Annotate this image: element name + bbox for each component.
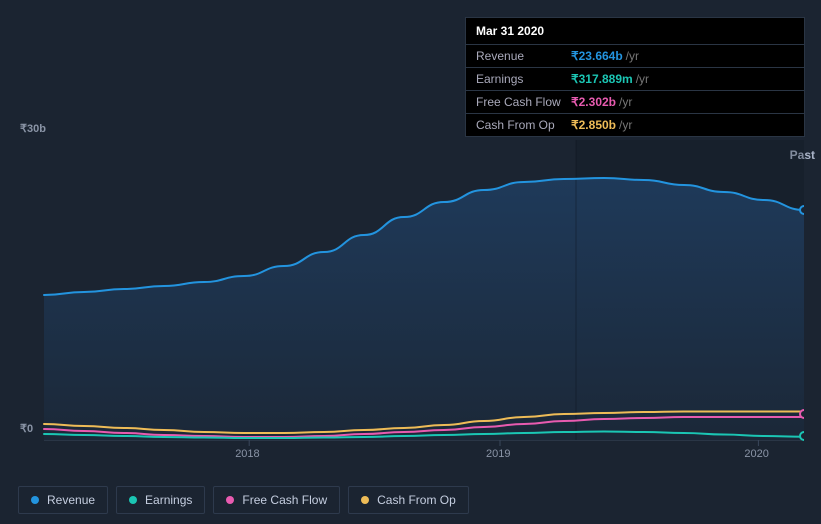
legend-dot-icon — [361, 496, 369, 504]
legend-item[interactable]: Free Cash Flow — [213, 486, 340, 514]
x-axis-tick: 2019 — [486, 448, 510, 460]
tooltip-metric-label: Earnings — [476, 72, 571, 86]
tooltip-metric-value: ₹23.664b — [571, 49, 623, 63]
legend-label: Free Cash Flow — [242, 493, 327, 507]
legend-label: Earnings — [145, 493, 192, 507]
tooltip-row: Revenue₹23.664b/yr — [466, 45, 804, 68]
tooltip-metric-value: ₹317.889m — [571, 72, 633, 86]
chart-svg — [18, 120, 804, 460]
tooltip-metric-suffix: /yr — [626, 49, 639, 63]
legend-dot-icon — [226, 496, 234, 504]
legend-dot-icon — [129, 496, 137, 504]
tooltip-metric-value: ₹2.302b — [571, 95, 616, 109]
legend-item[interactable]: Earnings — [116, 486, 205, 514]
financials-chart — [18, 120, 804, 500]
legend-label: Revenue — [47, 493, 95, 507]
tooltip-metric-label: Revenue — [476, 49, 571, 63]
x-axis-tick: 2020 — [744, 448, 768, 460]
legend-dot-icon — [31, 496, 39, 504]
legend-label: Cash From Op — [377, 493, 456, 507]
tooltip-date: Mar 31 2020 — [466, 18, 804, 45]
legend-item[interactable]: Revenue — [18, 486, 108, 514]
chart-tooltip: Mar 31 2020 Revenue₹23.664b/yrEarnings₹3… — [465, 17, 805, 137]
x-axis-tick: 2018 — [235, 448, 259, 460]
legend-item[interactable]: Cash From Op — [348, 486, 469, 514]
chart-legend: Revenue Earnings Free Cash Flow Cash From O… — [18, 486, 469, 514]
tooltip-metric-label: Free Cash Flow — [476, 95, 571, 109]
tooltip-metric-suffix: /yr — [619, 95, 632, 109]
tooltip-metric-suffix: /yr — [636, 72, 649, 86]
tooltip-row: Earnings₹317.889m/yr — [466, 68, 804, 91]
tooltip-row: Free Cash Flow₹2.302b/yr — [466, 91, 804, 114]
